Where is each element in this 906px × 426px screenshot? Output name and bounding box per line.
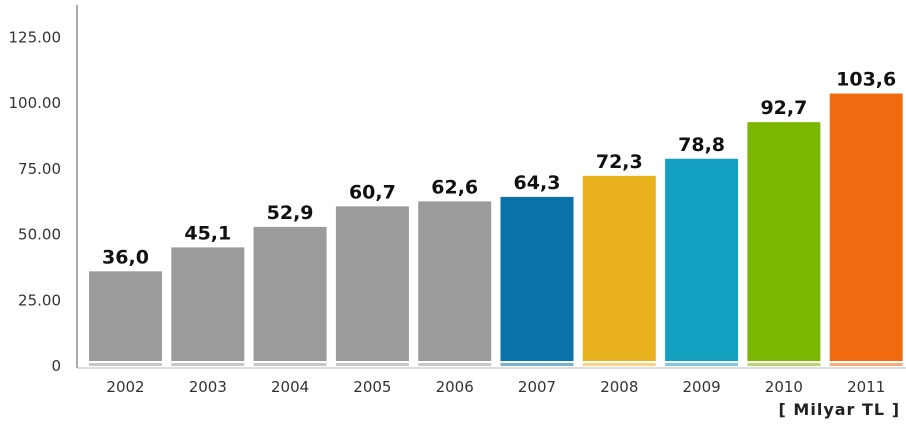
bar-base-gap [335, 361, 409, 363]
bar [829, 93, 903, 362]
bar-base [500, 363, 574, 366]
x-tick-label: 2011 [847, 378, 885, 396]
bar-base [335, 363, 409, 366]
data-label: 64,3 [514, 172, 561, 194]
x-tick-label: 2003 [189, 378, 227, 396]
x-tick-label: 2007 [518, 378, 556, 396]
bar [500, 196, 574, 361]
bar-base [253, 363, 327, 366]
data-label: 45,1 [184, 222, 231, 244]
bar-base-gap [500, 361, 574, 363]
y-tick-label: 25.00 [18, 291, 61, 309]
x-tick-label: 2009 [683, 378, 721, 396]
x-tick-label: 2010 [765, 378, 803, 396]
data-label: 60,7 [349, 181, 396, 203]
bar-base [665, 363, 739, 366]
bar [582, 175, 656, 361]
data-label: 52,9 [267, 202, 314, 224]
unit-label: [ Milyar TL ] [779, 400, 900, 419]
x-tick-label: 2004 [271, 378, 309, 396]
bar [89, 271, 162, 361]
bar [335, 206, 409, 361]
data-label: 103,6 [836, 69, 896, 91]
y-tick-label: 0 [51, 357, 61, 375]
y-tick-label: 75.00 [18, 160, 61, 178]
x-tick-label: 2008 [600, 378, 638, 396]
bar-base-gap [747, 361, 821, 363]
y-tick-label: 100.00 [9, 94, 62, 112]
bar [171, 247, 245, 361]
bar [253, 226, 327, 361]
bar-base-gap [665, 361, 739, 363]
bar-base-gap [89, 361, 162, 363]
bar-base-gap [582, 361, 656, 363]
bar-base [829, 363, 903, 366]
bar [418, 201, 492, 361]
bar-base [171, 363, 245, 366]
bar-base [418, 363, 492, 366]
data-label: 62,6 [431, 176, 478, 198]
data-label: 92,7 [760, 97, 807, 119]
bar-base [89, 363, 162, 366]
x-tick-label: 2005 [353, 378, 391, 396]
bar-base-gap [171, 361, 245, 363]
data-label: 78,8 [678, 134, 725, 156]
bar-base-gap [253, 361, 327, 363]
x-tick-label: 2006 [436, 378, 474, 396]
y-axis-ticks: 0 25.00 50.00 75.00 100.00 125.00 [9, 28, 62, 375]
bar [665, 158, 739, 361]
bar-base [747, 363, 821, 366]
bar-base-gap [829, 361, 903, 363]
x-axis-ticks: 2002 2003 2004 2005 2006 2007 2008 2009 2010 2011 [106, 378, 885, 396]
x-tick-label: 2002 [106, 378, 144, 396]
data-label: 72,3 [596, 151, 643, 173]
bar-base-gap [418, 361, 492, 363]
bar-base [582, 363, 656, 366]
y-tick-label: 50.00 [18, 226, 61, 244]
bar [747, 122, 821, 361]
y-tick-label: 125.00 [9, 28, 62, 46]
bars-group: 36,0 45,1 52,9 60,7 62,6 64,3 72,3 78,8 92,7 103,… [89, 69, 903, 366]
data-label: 36,0 [102, 246, 149, 268]
